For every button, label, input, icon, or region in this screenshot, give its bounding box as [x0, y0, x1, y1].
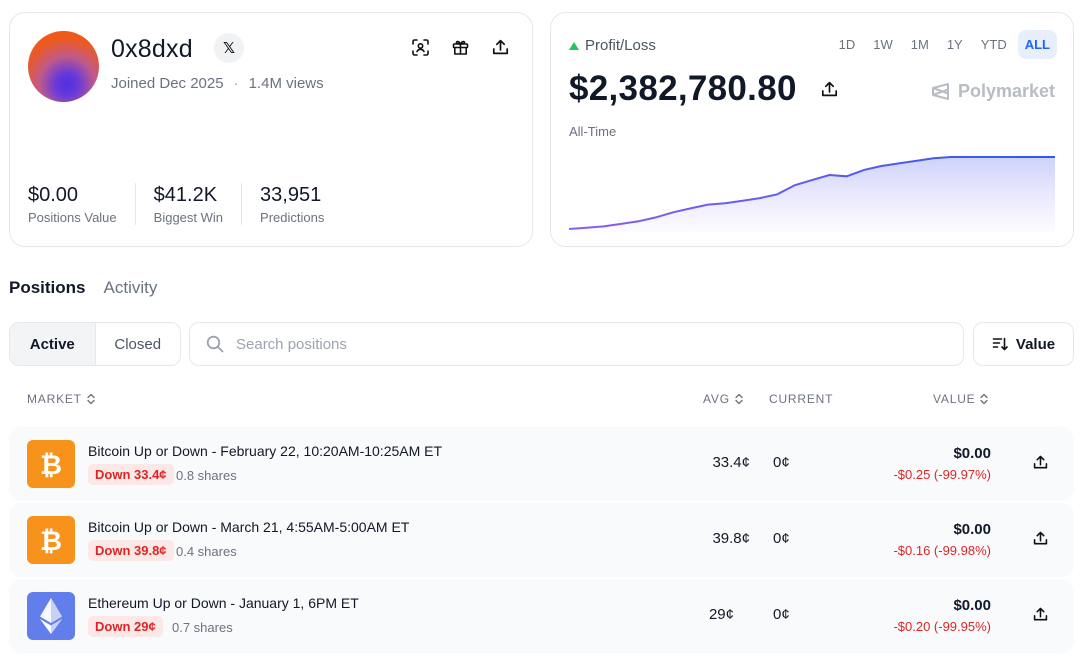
polymarket-name: Polymarket	[957, 81, 1055, 101]
header-avg-label: AVG	[703, 392, 730, 406]
pnl-label-text: Profit/Loss	[585, 37, 656, 54]
sort-label: Value	[1015, 335, 1056, 353]
position-change: -$0.16 (-99.98%)	[893, 543, 991, 558]
share-icon[interactable]	[1033, 455, 1048, 475]
sort-chevrons-icon	[735, 393, 743, 405]
header-market-label: MARKET	[27, 392, 82, 406]
stat-value: $0.00	[28, 184, 79, 206]
sort-chevrons-icon	[87, 393, 95, 405]
content-tabs: Positions Activity	[9, 278, 157, 298]
shares-count: 0.8 shares	[176, 468, 237, 483]
position-change: -$0.20 (-99.95%)	[893, 619, 991, 634]
share-icon[interactable]	[1033, 607, 1048, 627]
polymarket-logo-icon	[931, 83, 949, 100]
market-title[interactable]: Bitcoin Up or Down - March 21, 4:55AM-5:…	[88, 519, 410, 535]
market-title[interactable]: Ethereum Up or Down - January 1, 6PM ET	[88, 595, 359, 611]
current-price: 0¢	[773, 530, 790, 547]
time-range-selector: 1D 1W 1M 1Y YTD ALL	[832, 30, 1057, 59]
avg-price: 33.4¢	[712, 454, 750, 471]
table-row[interactable]: ₿ Bitcoin Up or Down - March 21, 4:55AM-…	[9, 503, 1074, 577]
meta-separator: ·	[233, 75, 239, 92]
pnl-period: All-Time	[569, 124, 617, 139]
stat-value: 33,951	[260, 184, 322, 206]
search-box	[189, 322, 964, 366]
profile-card: 0x8dxd 𝕏 Joined Dec 2025 · 1.4M views $0…	[9, 12, 533, 247]
outcome-badge: Down 33.4¢	[88, 464, 174, 485]
sort-chevrons-icon	[980, 393, 989, 405]
tab-activity[interactable]: Activity	[103, 278, 158, 297]
avg-price: 29¢	[708, 606, 734, 623]
pnl-card: Profit/Loss 1D 1W 1M 1Y YTD ALL $2,382,7…	[550, 12, 1074, 247]
bitcoin-icon: ₿	[27, 516, 75, 564]
avatar[interactable]	[28, 31, 99, 102]
table-row[interactable]: ₿ Bitcoin Up or Down - February 22, 10:2…	[9, 427, 1074, 501]
x-link-icon[interactable]: 𝕏	[214, 33, 244, 63]
outcome-badge: Down 39.8¢	[88, 540, 174, 561]
filter-active-button[interactable]: Active	[10, 323, 96, 365]
svg-text:₿: ₿	[40, 526, 62, 555]
scan-icon[interactable]	[410, 37, 430, 57]
tab-positions[interactable]: Positions	[9, 278, 86, 297]
up-triangle-icon	[569, 41, 579, 50]
sort-icon	[992, 337, 1008, 351]
shares-count: 0.4 shares	[176, 544, 237, 559]
range-1y[interactable]: 1Y	[946, 37, 963, 52]
stat-predictions: 33,951 Predictions	[260, 183, 342, 225]
stat-label: Biggest Win	[153, 210, 224, 225]
username: 0x8dxd	[111, 35, 193, 63]
share-icon[interactable]	[490, 37, 510, 57]
search-input[interactable]	[236, 335, 916, 353]
market-title[interactable]: Bitcoin Up or Down - February 22, 10:20A…	[88, 443, 443, 459]
stat-label: Predictions	[260, 210, 325, 225]
stat-value: $41.2K	[153, 184, 218, 206]
view-count: 1.4M views	[248, 75, 324, 92]
position-value: $0.00	[953, 521, 991, 538]
share-pnl-icon[interactable]	[821, 81, 838, 103]
table-row[interactable]: Ethereum Up or Down - January 1, 6PM ET …	[9, 579, 1074, 653]
svg-text:₿: ₿	[40, 450, 62, 479]
header-current: CURRENT	[769, 392, 833, 406]
avg-price: 39.8¢	[712, 530, 750, 547]
range-1d[interactable]: 1D	[838, 37, 856, 52]
header-avg[interactable]: AVG	[703, 392, 744, 406]
pnl-chart	[569, 156, 1055, 233]
header-value[interactable]: VALUE	[933, 392, 989, 406]
stat-biggest-win: $41.2K Biggest Win	[153, 183, 243, 225]
shares-count: 0.7 shares	[172, 620, 233, 635]
filter-closed-button[interactable]: Closed	[114, 335, 162, 353]
position-value: $0.00	[953, 445, 991, 462]
pnl-line	[569, 156, 1055, 230]
search-icon	[206, 335, 224, 353]
range-1m[interactable]: 1M	[910, 37, 929, 52]
gift-icon[interactable]	[450, 37, 470, 57]
outcome-badge: Down 29¢	[88, 616, 163, 637]
position-change: -$0.25 (-99.97%)	[893, 467, 991, 482]
range-all[interactable]: ALL	[1017, 30, 1057, 59]
pnl-area-fill	[569, 157, 1055, 233]
header-value-label: VALUE	[933, 392, 976, 406]
current-price: 0¢	[773, 606, 790, 623]
share-icon[interactable]	[1033, 531, 1048, 551]
range-ytd[interactable]: YTD	[980, 37, 1007, 52]
sort-button[interactable]: Value	[973, 322, 1074, 366]
header-market[interactable]: MARKET	[27, 392, 96, 406]
pnl-value: $2,382,780.80	[569, 69, 797, 108]
ethereum-icon	[27, 592, 75, 640]
profile-actions	[410, 37, 510, 57]
stat-positions-value: $0.00 Positions Value	[28, 183, 136, 225]
profile-meta: Joined Dec 2025 · 1.4M views	[111, 75, 324, 92]
stat-label: Positions Value	[28, 210, 117, 225]
polymarket-brand: Polymarket	[931, 81, 1055, 102]
position-value: $0.00	[953, 597, 991, 614]
profile-stats: $0.00 Positions Value $41.2K Biggest Win…	[28, 183, 360, 225]
range-1w[interactable]: 1W	[873, 37, 893, 52]
header-current-label: CURRENT	[769, 392, 834, 406]
status-toggle: Active Closed	[9, 322, 181, 366]
current-price: 0¢	[773, 454, 790, 471]
joined-date: Joined Dec 2025	[111, 75, 224, 92]
bitcoin-icon: ₿	[27, 440, 75, 488]
pnl-label: Profit/Loss	[569, 37, 656, 54]
